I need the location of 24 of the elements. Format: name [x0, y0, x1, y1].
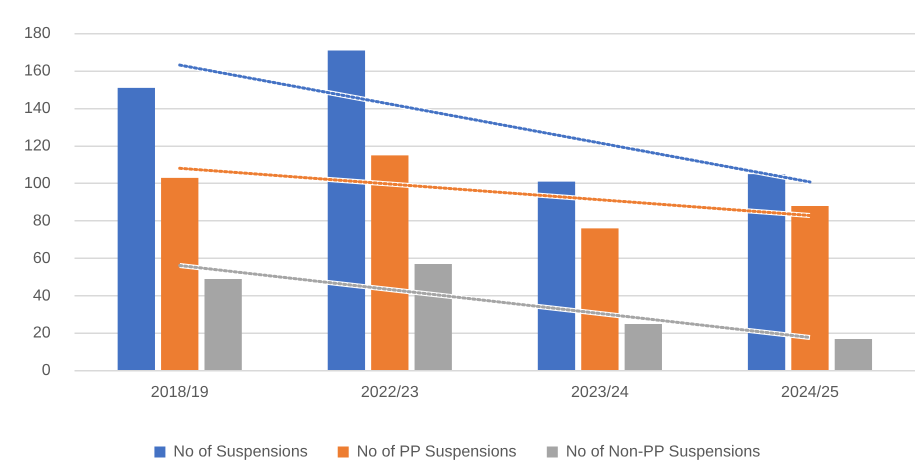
y-tick-label: 100	[24, 174, 51, 192]
y-tick-label: 160	[24, 62, 51, 80]
y-tick-label: 180	[24, 25, 51, 42]
legend-label: No of Suspensions	[173, 443, 308, 460]
bar	[624, 324, 662, 370]
x-tick-label: 2024/25	[781, 384, 839, 401]
x-tick-label: 2023/24	[570, 384, 629, 401]
bar	[204, 279, 242, 370]
x-tick-label: 2018/19	[150, 384, 209, 401]
legend-label: No of Non-PP Suspensions	[566, 443, 760, 460]
bar	[538, 182, 576, 370]
y-tick-label: 60	[32, 250, 51, 267]
y-tick-label: 20	[32, 324, 51, 342]
y-tick-label: 40	[32, 287, 51, 304]
y-tick-label: 80	[32, 212, 51, 230]
bar	[118, 88, 155, 370]
bar	[581, 228, 619, 370]
bar	[834, 338, 872, 370]
y-tick-label: 120	[24, 137, 51, 154]
x-tick-label: 2022/23	[360, 384, 419, 401]
y-tick-label: 140	[24, 100, 51, 117]
y-tick-label: 0	[42, 362, 51, 380]
legend-label: No of PP Suspensions	[356, 443, 517, 460]
bar	[161, 178, 198, 370]
